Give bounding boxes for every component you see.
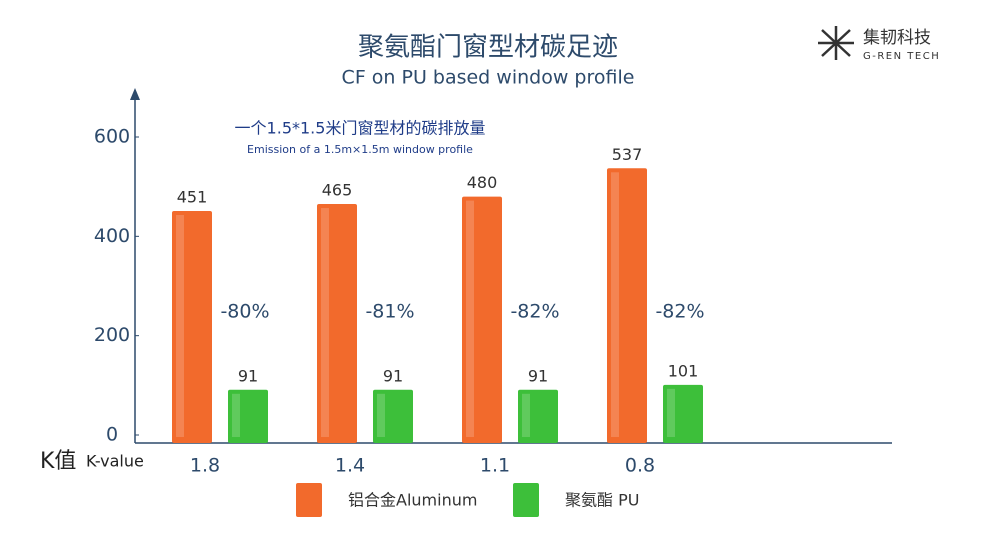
- note-en: Emission of a 1.5m×1.5m window profile: [247, 143, 473, 156]
- bar-highlight: [522, 393, 530, 437]
- y-axis-arrow: [130, 88, 140, 100]
- legend-label: 聚氨酯 PU: [565, 491, 639, 510]
- value-label: 91: [528, 366, 548, 385]
- x-tick-label: 1.4: [335, 455, 365, 477]
- x-axis-label-en: K-value: [86, 452, 144, 471]
- y-tick-label: 200: [94, 324, 130, 346]
- value-label: 91: [383, 366, 403, 385]
- bar: [317, 204, 357, 443]
- annotation: -80%: [220, 301, 269, 323]
- logo-icon: [818, 26, 854, 60]
- y-tick-label: 0: [106, 424, 118, 446]
- bar: [172, 211, 212, 443]
- value-label: 101: [668, 361, 699, 380]
- logo-name: 集韧科技: [863, 28, 931, 48]
- bar-highlight: [466, 200, 474, 437]
- value-label: 451: [177, 188, 208, 207]
- bar-highlight: [667, 388, 675, 437]
- chart-title: 聚氨酯门窗型材碳足迹: [358, 33, 618, 63]
- value-label: 537: [612, 145, 643, 164]
- legend-label: 铝合金Aluminum: [348, 491, 477, 510]
- bar-highlight: [176, 215, 184, 437]
- value-label: 480: [467, 173, 498, 192]
- bar: [518, 389, 558, 443]
- x-tick-label: 1.8: [190, 455, 220, 477]
- x-axis-label: K值: [40, 449, 76, 474]
- value-label: 465: [322, 181, 353, 200]
- y-tick-label: 400: [94, 225, 130, 247]
- logo-name-en: G-REN TECH: [863, 51, 940, 62]
- x-tick-label: 0.8: [625, 455, 655, 477]
- bar: [607, 168, 647, 444]
- bar-highlight: [232, 393, 240, 437]
- bar: [462, 196, 502, 443]
- annotation: -81%: [365, 301, 414, 323]
- y-tick-label: 600: [94, 126, 130, 148]
- x-tick-label: 1.1: [480, 455, 510, 477]
- value-label: 91: [238, 366, 258, 385]
- bar-highlight: [321, 208, 329, 437]
- annotation: -82%: [655, 301, 704, 323]
- annotation: -82%: [510, 301, 559, 323]
- note: 一个1.5*1.5米门窗型材的碳排放量: [235, 119, 486, 138]
- bar-highlight: [377, 393, 385, 437]
- legend-swatch: [513, 483, 539, 517]
- bar: [228, 389, 268, 443]
- legend-swatch: [296, 483, 322, 517]
- chart-subtitle: CF on PU based window profile: [342, 67, 635, 89]
- bar: [373, 389, 413, 443]
- bar-highlight: [611, 172, 619, 438]
- bar: [663, 384, 703, 443]
- logo: [818, 26, 854, 60]
